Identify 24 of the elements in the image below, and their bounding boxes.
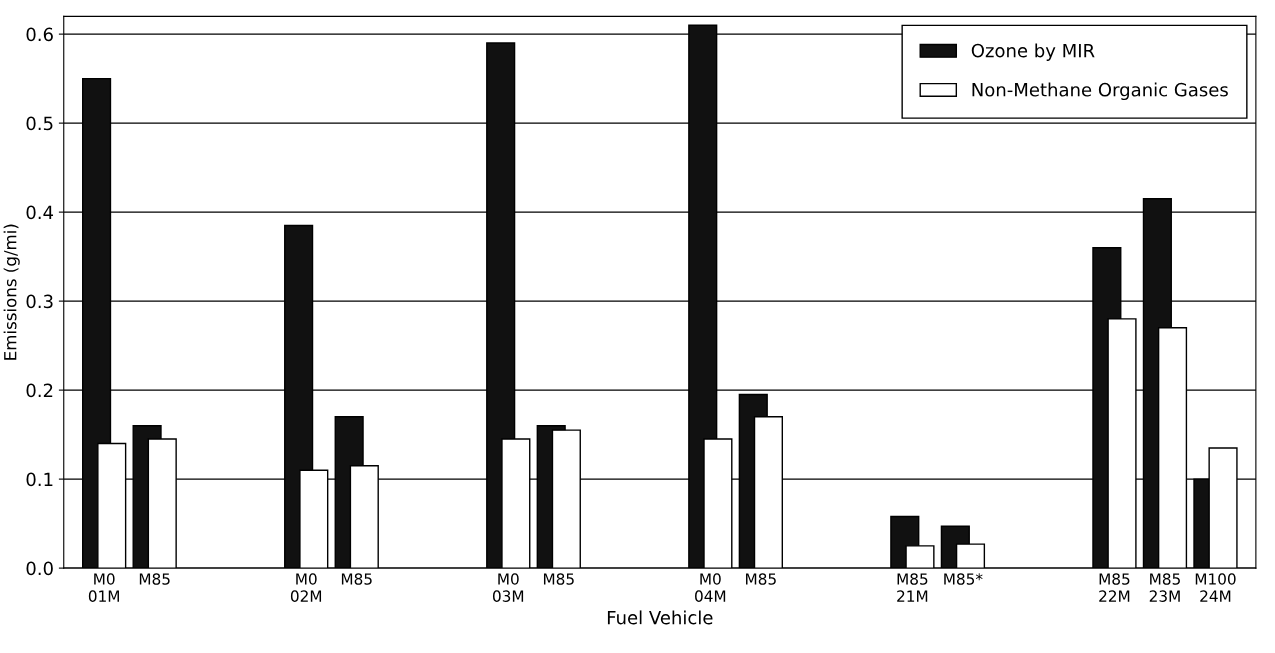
y-axis-title: Emissions (g/mi) <box>3 224 20 360</box>
x-tick-label: M85 <box>139 573 170 585</box>
x-tick-label: M85 <box>746 573 776 585</box>
x-tick-label: M0 03M <box>492 573 524 602</box>
x-tick-label: M85* <box>944 573 983 585</box>
x-tick-label: M85 21M <box>897 573 928 602</box>
legend-label: Non-Methane Organic Gases <box>972 82 1228 101</box>
x-tick-label: M0 01M <box>88 573 119 602</box>
y-tick-label: 0.3 <box>26 294 53 309</box>
x-tick-label: M85 23M <box>1149 573 1180 602</box>
y-tick-label: 0.4 <box>26 205 54 220</box>
x-tick-label: M85 <box>341 573 372 585</box>
y-tick-label: 0.2 <box>26 383 53 398</box>
legend-label: Ozone by MIR <box>971 43 1095 61</box>
y-tick-label: 0.6 <box>26 27 53 42</box>
x-tick-label: M85 22M <box>1099 573 1130 602</box>
y-tick-label: 0.1 <box>26 472 53 487</box>
x-tick-label: M0 04M <box>695 573 726 602</box>
x-tick-label: M100 24M <box>1195 573 1236 602</box>
x-tick-label: M0 02M <box>290 573 322 602</box>
y-tick-label: 0.5 <box>26 116 53 131</box>
y-tick-label: 0.0 <box>26 561 53 576</box>
x-axis-title: Fuel Vehicle <box>607 610 713 625</box>
x-tick-label: M85 <box>543 573 574 585</box>
